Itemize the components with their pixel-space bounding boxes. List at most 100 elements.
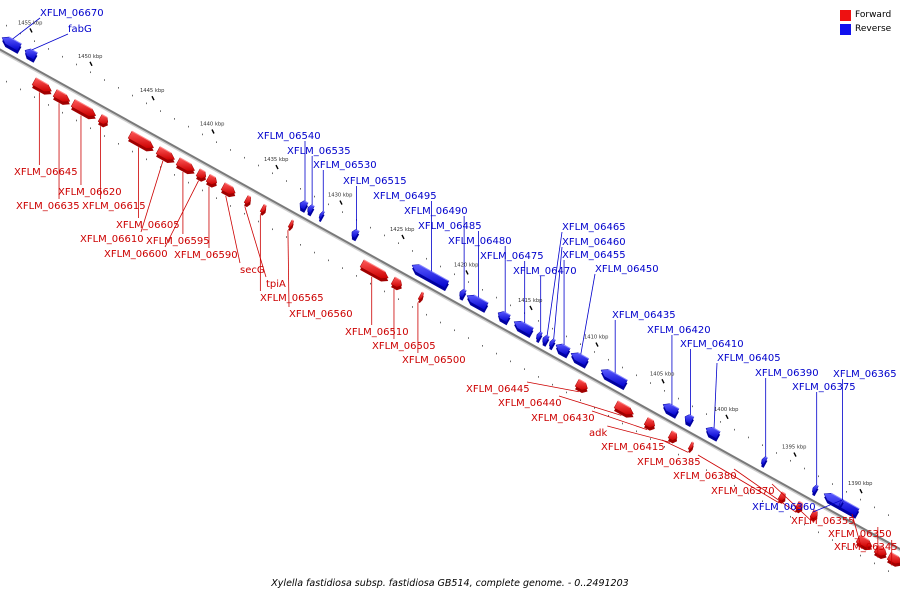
XFLM_06370-leader xyxy=(771,483,812,522)
XFLM_06565-feature-highlight xyxy=(263,203,267,207)
scale-dot xyxy=(538,320,539,322)
XFLM_06405-leader xyxy=(713,362,718,429)
XFLM_06350-feature-highlight xyxy=(877,544,886,550)
scale-dot xyxy=(174,174,175,176)
XFLM_06350-label: XFLM_06350 xyxy=(828,529,892,540)
scale-dot xyxy=(552,327,553,330)
scale-dot xyxy=(496,352,497,355)
XFLM_06360-leader xyxy=(812,499,843,513)
major-tick xyxy=(793,452,797,457)
scale-dot xyxy=(846,491,847,493)
XFLM_06380-leader xyxy=(733,468,797,513)
scale-dot xyxy=(776,508,777,510)
XFLM_06430-label: XFLM_06430 xyxy=(531,413,595,424)
XFLM_06355-label: XFLM_06355 xyxy=(791,516,855,527)
XFLM_06605-feature-highlight xyxy=(131,130,151,142)
XFLM_06530-feature xyxy=(318,210,325,223)
scale-dot xyxy=(650,382,651,384)
XFLM_06610-leader xyxy=(140,160,164,233)
XFLM_06590-feature xyxy=(205,174,218,188)
XFLM_06645-feature xyxy=(31,77,52,95)
scale-dot xyxy=(132,150,133,153)
scale-dot xyxy=(398,242,399,244)
scale-dot xyxy=(342,267,343,269)
XFLM_06480-feature-highlight xyxy=(503,310,511,316)
track-layer xyxy=(0,48,900,552)
XFLM_06440-feature-face xyxy=(613,400,634,415)
scale-dot xyxy=(258,220,259,223)
XFLM_06670-label: XFLM_06670 xyxy=(40,8,104,19)
major-tick xyxy=(465,270,469,275)
scale-label: 1390 kbp xyxy=(848,481,873,487)
adk-label: adk xyxy=(589,428,607,439)
scale-dot xyxy=(412,250,413,252)
XFLM_06510-feature-highlight xyxy=(363,259,386,272)
scale-dot xyxy=(860,498,861,501)
scale-dot xyxy=(818,531,819,534)
XFLM_06510-feature xyxy=(359,259,389,282)
XFLM_06615-feature-highlight xyxy=(101,114,108,118)
scale-dot xyxy=(216,197,217,199)
scale-dot xyxy=(594,407,595,409)
scale-dot xyxy=(48,104,49,106)
scale-dot xyxy=(146,102,147,105)
XFLM_06495-feature xyxy=(411,264,450,292)
scale-dot xyxy=(692,405,693,408)
scale-dot xyxy=(790,515,791,518)
XFLM_06455-label: XFLM_06455 xyxy=(562,250,626,261)
scale-dot xyxy=(762,500,763,503)
scale-dot xyxy=(734,484,735,487)
scale-dot xyxy=(496,296,497,299)
scale-dot xyxy=(314,195,315,198)
XFLM_06365-feature-highlight xyxy=(830,492,860,510)
XFLM_06610-feature xyxy=(155,146,176,163)
XFLM_06590-feature-highlight xyxy=(209,174,216,179)
scale-dot xyxy=(76,63,77,66)
scale-dot xyxy=(888,514,889,516)
scale-label: 1400 kbp xyxy=(714,407,739,413)
XFLM_06500-label: XFLM_06500 xyxy=(402,355,466,366)
scale-dot xyxy=(874,506,875,509)
scale-dot xyxy=(636,430,637,433)
scale-dot xyxy=(384,290,385,293)
XFLM_06560-feature-highlight xyxy=(291,219,294,222)
scale-dot xyxy=(160,110,161,112)
legend-forward: Forward xyxy=(840,8,891,22)
XFLM_06380-feature-highlight xyxy=(798,500,803,504)
XFLM_06390-feature xyxy=(761,456,768,468)
scale-dot xyxy=(356,275,357,277)
XFLM_06410-feature xyxy=(684,414,695,428)
XFLM_06610-label: XFLM_06610 xyxy=(80,234,144,245)
XFLM_06465-leader xyxy=(546,231,563,336)
XFLM_06510-label: XFLM_06510 xyxy=(345,327,409,338)
XFLM_06595-feature xyxy=(175,157,196,175)
scale-dot xyxy=(440,265,441,268)
XFLM_06420-label: XFLM_06420 xyxy=(647,325,711,336)
scale-dot xyxy=(188,181,189,184)
adk-feature-highlight xyxy=(671,430,677,434)
XFLM_06505-feature xyxy=(390,276,403,291)
XFLM_06645-feature-face xyxy=(31,77,52,92)
XFLM_06455-feature xyxy=(555,343,571,359)
scale-ticks-layer xyxy=(6,24,889,572)
scale-dot xyxy=(860,554,861,557)
XFLM_06515-label: XFLM_06515 xyxy=(343,176,407,187)
major-tick xyxy=(401,234,405,240)
XFLM_06670-feature xyxy=(1,36,22,54)
XFLM_06635-label: XFLM_06635 xyxy=(16,201,80,212)
scale-label: 1420 kbp xyxy=(454,262,479,268)
scale-dot xyxy=(748,436,749,439)
scale-dot xyxy=(34,96,35,98)
XFLM_06530-feature-side xyxy=(318,214,325,223)
XFLM_06415-label: XFLM_06415 xyxy=(601,442,665,453)
XFLM_06565-label: XFLM_06565 xyxy=(260,293,324,304)
XFLM_06560-feature xyxy=(287,219,294,231)
scale-label: 1450 kbp xyxy=(78,54,103,60)
scale-dot xyxy=(132,94,133,97)
XFLM_06615-label: XFLM_06615 xyxy=(82,201,146,212)
XFLM_06440-feature-highlight xyxy=(617,400,631,409)
major-tick xyxy=(859,488,863,494)
XFLM_06360-feature-side xyxy=(838,502,844,511)
scale-dot xyxy=(580,399,581,401)
track-shadow xyxy=(0,49,900,552)
